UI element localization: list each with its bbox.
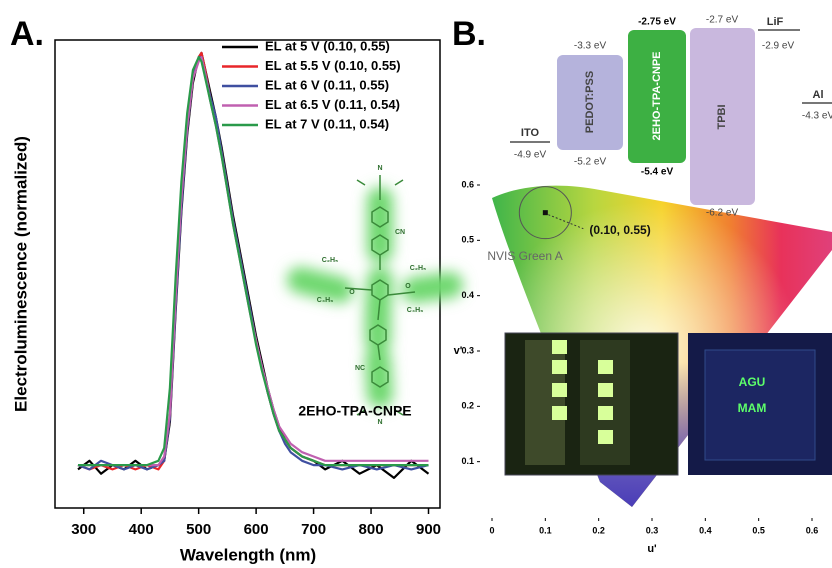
molecule-label: O [405,283,411,290]
x-axis-label: Wavelength (nm) [180,545,316,564]
molecule-label: C₄H₉ [407,307,424,314]
molecule-label: C₄H₉ [317,297,334,304]
legend-label: EL at 6.5 V (0.11, 0.54) [265,97,400,112]
energy-label: -2.9 eV [762,41,795,52]
x-tick-label: 400 [129,521,154,538]
panel-b: B. AGU MAM u' v' 0 0.1 0.2 0.3 0.4 0.5 0.6 0.1 0… [452,15,832,555]
x-tick-label: 0 [489,525,494,535]
photo-detail [704,349,816,461]
series-line [78,56,429,467]
energy-diagram: ITO -4.9 eV PEDOT:PSS -3.3 eV -5.2 eV 2EHO-TP… [510,15,832,219]
layer-name: Al [813,89,824,101]
annotation: 2EHO-TPA-CNPE [298,403,411,419]
x-tick-label: 300 [71,521,96,538]
layer-box [628,30,686,163]
annotation: (0.10, 0.55) [589,223,650,237]
layer-name: TPBI [716,104,728,129]
photo-text: AGU [739,375,766,389]
molecule [287,175,463,416]
x-tick-label: 800 [359,521,384,538]
molecule-label: N [377,165,382,172]
x-tick-label: 900 [416,521,441,538]
energy-label: -2.7 eV [706,15,739,26]
legend-label: EL at 5.5 V (0.10, 0.55) [265,58,401,73]
x-tick-label: 500 [186,521,211,538]
energy-label: -4.3 eV [802,111,832,122]
y-tick-label: 0.3 [461,345,474,355]
layer-name: ITO [521,127,540,139]
energy-label: -2.75 eV [638,17,676,28]
layer-box [557,55,623,150]
energy-label: -3.3 eV [574,41,607,52]
x-tick-label: 0.4 [699,525,712,535]
layer-name: PEDOT:PSS [584,71,596,133]
legend-label: EL at 5 V (0.10, 0.55) [265,38,390,53]
x-tick-label: 0.5 [752,525,765,535]
layer-name: 2EHO-TPA-CNPE [651,51,663,140]
x-tick-label: 700 [301,521,326,538]
x-axis-label: u' [647,543,657,555]
layer-box [690,28,755,205]
panel-a: A. Wavelength (nm) Electroluminescence (… [10,15,463,564]
x-tick-label: 0.6 [806,525,819,535]
pixels [552,340,613,444]
cie-diagram: AGU MAM u' v' 0 0.1 0.2 0.3 0.4 0.5 0.6 0.1 0.2 0… [454,179,832,555]
x-tick-label: 600 [244,521,269,538]
x-tick-label: 0.1 [539,525,552,535]
molecule-label: C₂H₅ [322,257,338,264]
x-tick-label: 0.2 [592,525,605,535]
y-tick-label: 0.4 [461,290,474,300]
photo-detail [580,340,630,465]
legend-label: EL at 7 V (0.11, 0.54) [265,116,389,131]
y-tick-label: 0.5 [461,235,474,245]
molecule-label: O [349,289,355,296]
molecule-label: C₂H₅ [410,265,426,272]
energy-label: -5.4 eV [641,167,674,178]
panel-label: A. [10,15,44,53]
molecule-label: N [377,419,382,426]
panel-label: B. [452,15,486,53]
energy-label: -5.2 eV [574,157,607,168]
nvis-region [518,186,572,240]
energy-label: -6.2 eV [706,208,739,219]
y-axis-label: v' [454,345,463,357]
molecule-label: CN [395,229,405,236]
y-tick-label: 0.1 [461,456,474,466]
photo-detail [525,340,565,465]
y-tick-label: 0.2 [461,401,474,411]
legend-label: EL at 6 V (0.11, 0.55) [265,77,389,92]
annotation: NVIS Green A [487,249,562,263]
energy-label: -4.9 eV [514,150,547,161]
device-photo: AGU MAM [504,332,832,476]
layer-name: LiF [767,16,784,28]
y-tick-label: 0.6 [461,179,474,189]
molecule-label: NC [355,365,365,372]
photo-text: MAM [738,401,767,415]
y-axis-label: Electroluminescence (normalized) [11,136,30,412]
point [542,210,548,216]
x-tick-label: 0.3 [646,525,659,535]
